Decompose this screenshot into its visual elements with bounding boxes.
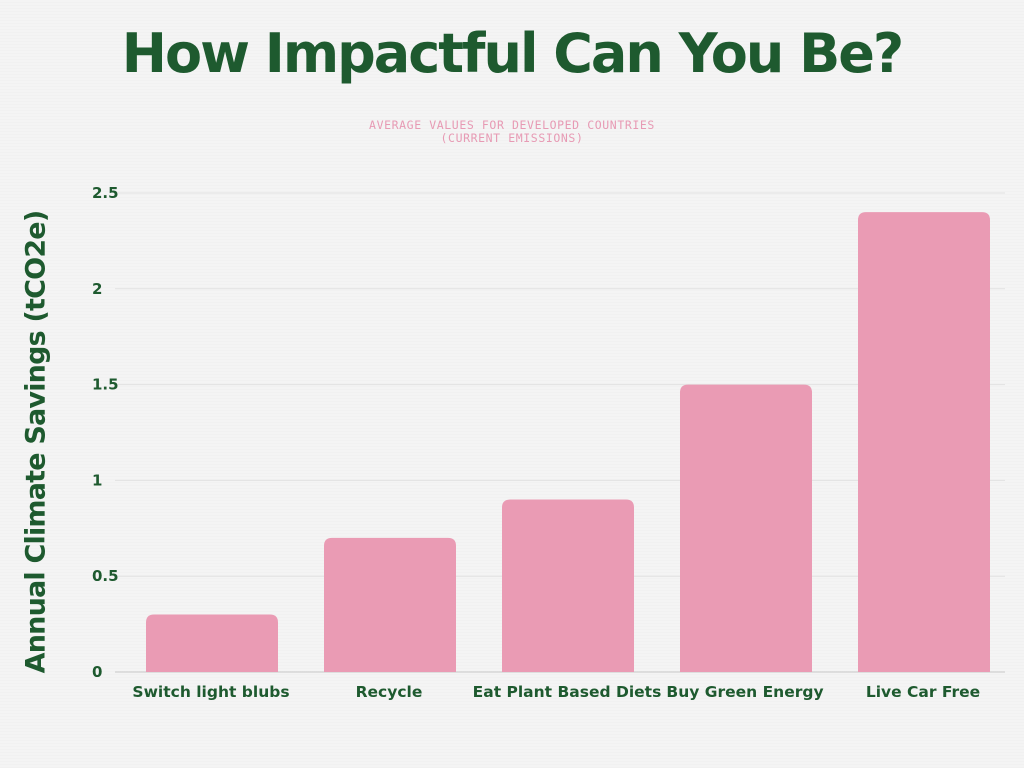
chart-title: How Impactful Can You Be?	[121, 22, 904, 85]
y-tick-label: 2	[92, 280, 102, 298]
bar	[324, 537, 456, 672]
chart-subtitle: AVERAGE VALUES FOR DEVELOPED COUNTRIES (…	[369, 118, 655, 145]
y-tick-label: 1.5	[92, 376, 119, 394]
bar	[146, 614, 278, 672]
y-tick-label: 2.5	[92, 184, 119, 202]
bar	[858, 212, 990, 672]
bar	[502, 499, 634, 672]
x-category-label: Eat Plant Based Diets	[473, 683, 662, 701]
bars	[146, 212, 990, 672]
x-category-label: Switch light blubs	[132, 683, 289, 701]
y-tick-label: 1	[92, 471, 102, 489]
bar	[680, 384, 812, 672]
axis-labels: 0 0.5 1 1.5 2 2.5 Switch light blubs Recycle Eat…	[92, 184, 980, 701]
y-tick-label: 0.5	[92, 567, 119, 585]
x-category-label: Buy Green Energy	[666, 683, 823, 701]
x-category-label: Live Car Free	[866, 683, 980, 701]
x-category-label: Recycle	[356, 683, 423, 701]
y-tick-label: 0	[92, 663, 102, 681]
